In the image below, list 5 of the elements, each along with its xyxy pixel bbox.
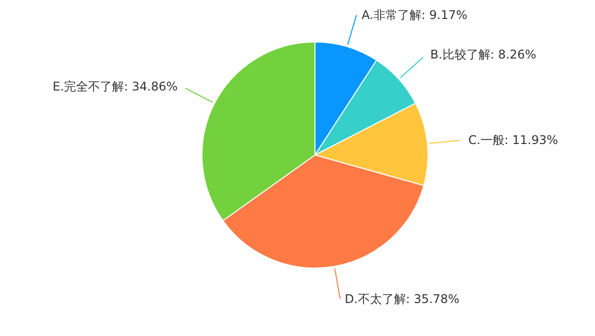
slice-label: D.不太了解: 35.78% <box>344 292 460 306</box>
slice-label: C.一般: 11.93% <box>468 132 558 147</box>
slice-label: B.比较了解: 8.26% <box>430 47 536 62</box>
slice-label: A.非常了解: 9.17% <box>362 8 468 22</box>
slice-label: E.完全不了解: 34.86% <box>52 79 178 94</box>
